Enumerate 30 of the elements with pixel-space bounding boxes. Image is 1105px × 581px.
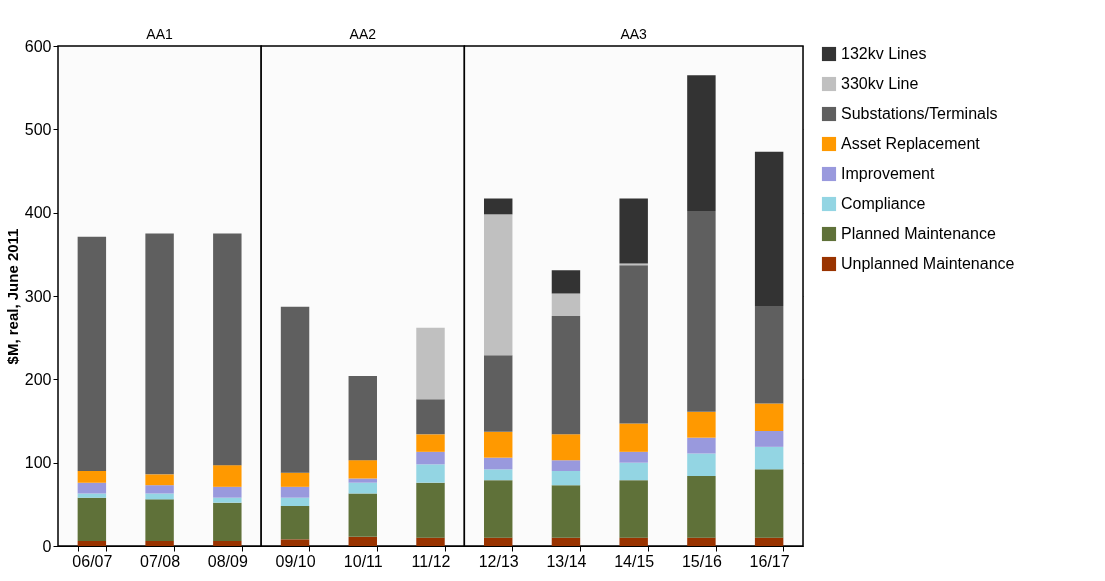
y-tick-label: 100 — [24, 454, 52, 472]
legend-label: Compliance — [841, 195, 926, 212]
x-tick-label: 15/16 — [681, 552, 723, 570]
x-tick-label: 14/15 — [614, 552, 655, 570]
legend-label: Asset Replacement — [841, 135, 981, 152]
band-label: AA2 — [349, 26, 377, 42]
legend-label: 132kv Lines — [841, 45, 927, 62]
legend-label: Planned Maintenance — [841, 225, 996, 242]
x-tick-label: 06/07 — [72, 552, 113, 570]
x-tick-label: 10/11 — [343, 552, 383, 570]
x-tick-label: 13/14 — [546, 552, 587, 570]
y-axis-title: $M, real, June 2011 — [3, 228, 21, 365]
x-tick-label: 07/08 — [140, 552, 181, 570]
y-tick-label: 300 — [24, 287, 52, 305]
legend-label: 330kv Line — [841, 75, 919, 92]
x-tick-label: 09/10 — [275, 552, 316, 570]
x-tick-label: 08/09 — [207, 552, 248, 570]
x-tick-label: 12/13 — [478, 552, 519, 570]
y-tick-label: 200 — [24, 370, 52, 388]
legend-label: Improvement — [841, 165, 935, 182]
band-label: AA3 — [620, 26, 648, 42]
x-tick-label: 11/12 — [411, 552, 451, 570]
x-tick-label: 16/17 — [749, 552, 790, 570]
y-tick-label: 600 — [24, 37, 52, 55]
legend-label: Substations/Terminals — [841, 105, 998, 122]
y-tick-label: 500 — [24, 120, 52, 138]
y-tick-label: 0 — [42, 537, 52, 555]
band-label: AA1 — [146, 26, 174, 42]
y-tick-label: 400 — [24, 204, 52, 222]
legend-label: Unplanned Maintenance — [841, 255, 1015, 272]
